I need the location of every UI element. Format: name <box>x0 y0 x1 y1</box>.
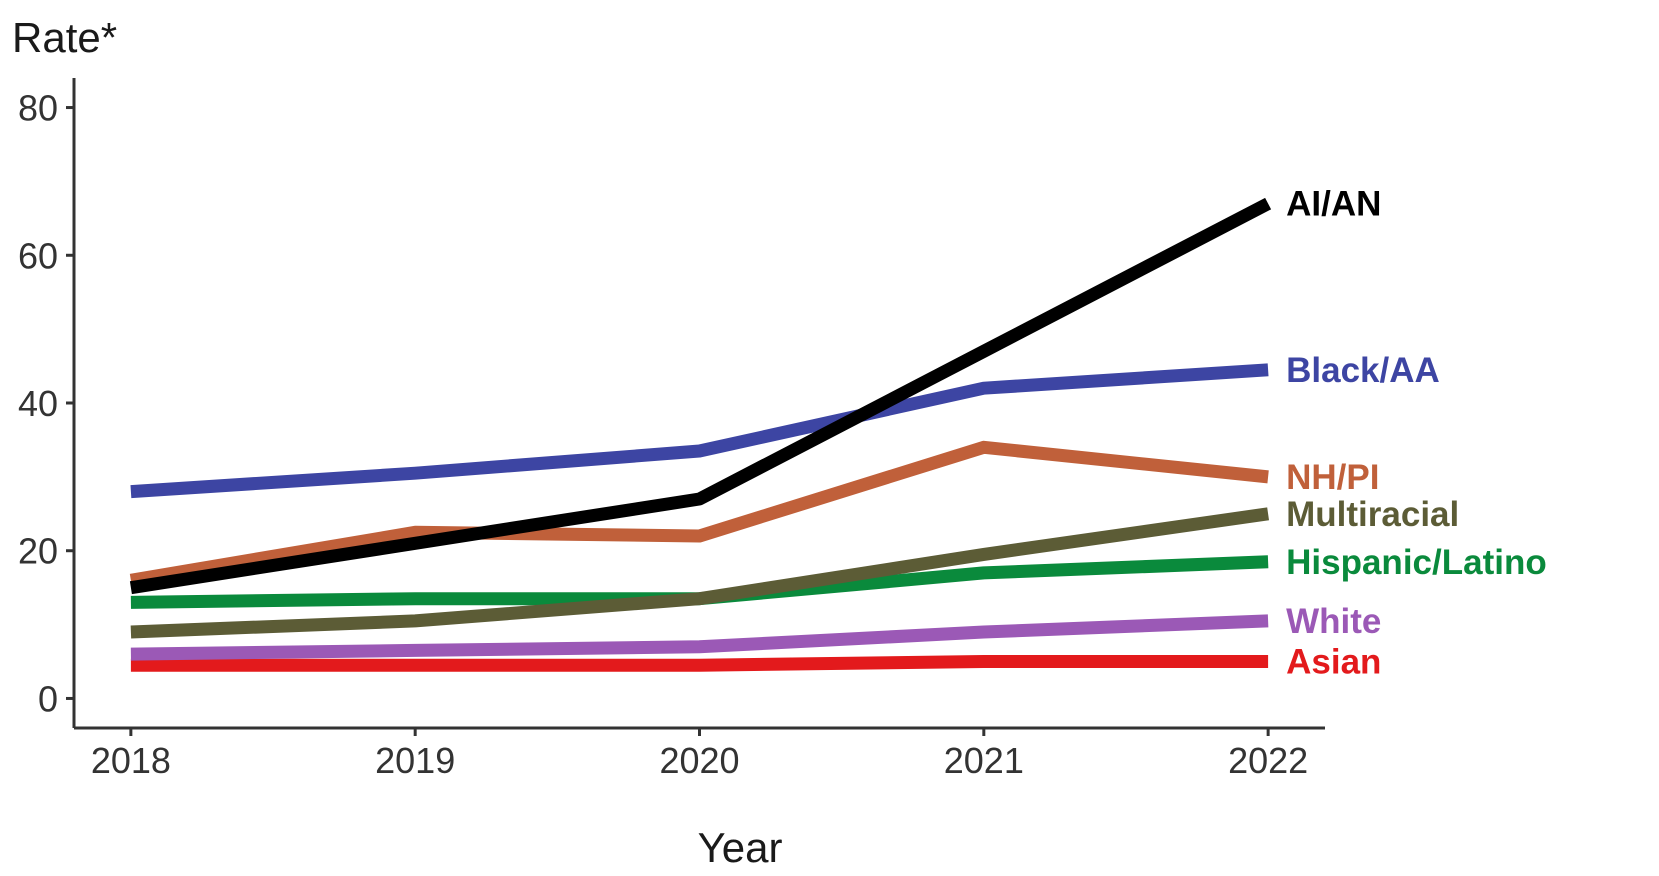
series-line-ai-an <box>129 197 1272 595</box>
x-tick-label: 2018 <box>91 740 171 781</box>
series-label-black-aa: Black/AA <box>1286 351 1440 390</box>
y-tick-label: 40 <box>18 383 58 424</box>
y-axis-title: Rate* <box>12 14 117 61</box>
x-tick-label: 2020 <box>659 740 739 781</box>
y-tick-label: 20 <box>18 531 58 572</box>
series-line-asian <box>130 655 1269 672</box>
series-line-black-aa <box>130 363 1269 499</box>
series-line-white <box>130 614 1269 661</box>
x-tick-label: 2021 <box>944 740 1024 781</box>
y-tick-label: 60 <box>18 235 58 276</box>
series-label-asian: Asian <box>1286 643 1381 682</box>
series-lines <box>129 197 1272 672</box>
x-axis-title: Year <box>698 824 783 871</box>
x-tick-label: 2019 <box>375 740 455 781</box>
series-label-ai-an: AI/AN <box>1286 185 1381 224</box>
y-tick-label: 0 <box>38 678 58 719</box>
x-tick-label: 2022 <box>1228 740 1308 781</box>
series-line-multiracial <box>130 507 1270 639</box>
y-tick-label: 80 <box>18 88 58 129</box>
series-label-nh-pi: NH/PI <box>1286 458 1379 497</box>
series-label-hispanic-latino: Hispanic/Latino <box>1286 543 1547 582</box>
series-line-nh-pi <box>129 440 1269 587</box>
series-label-white: White <box>1286 602 1381 641</box>
axes: 0 20 40 60 80 2018 2019 2020 2021 2022 <box>18 78 1325 781</box>
series-label-multiracial: Multiracial <box>1286 495 1459 534</box>
